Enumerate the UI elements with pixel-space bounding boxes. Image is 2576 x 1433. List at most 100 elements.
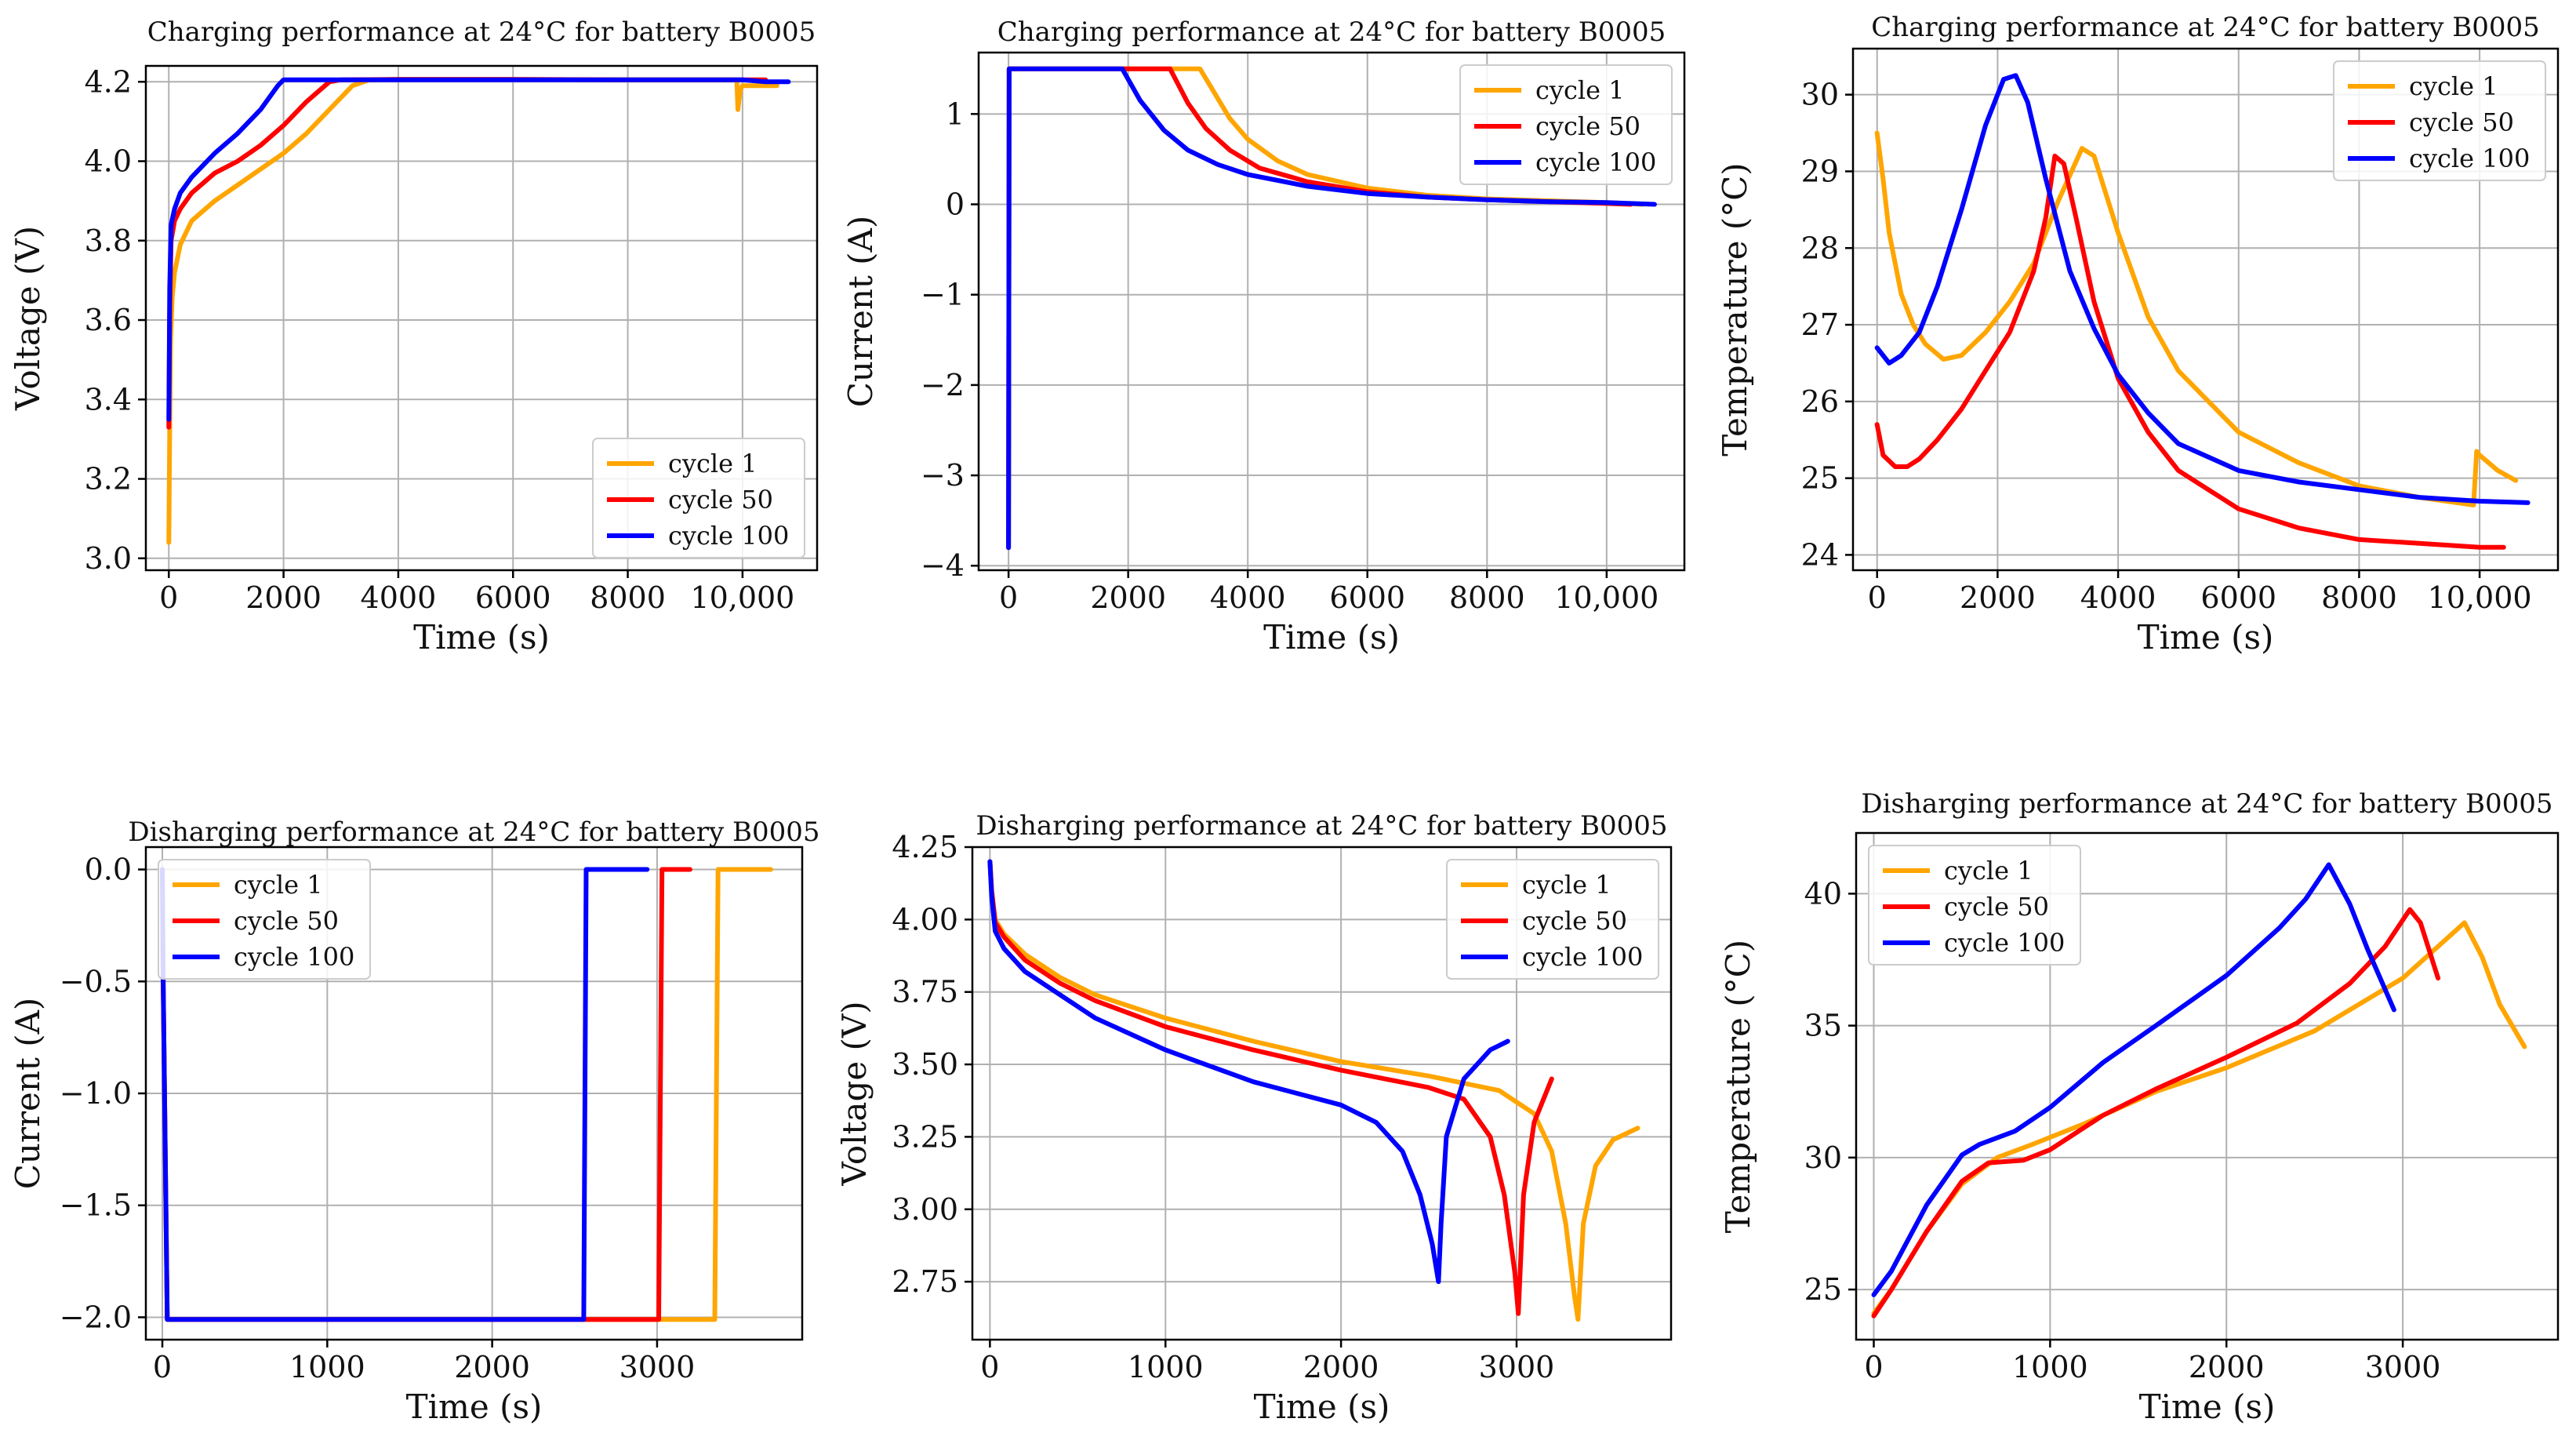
x-tick-label: 6000 [2200, 580, 2276, 615]
legend-label: cycle 50 [1535, 111, 1640, 141]
plot-area-frame [144, 64, 819, 572]
legend-label: cycle 1 [1522, 870, 1611, 900]
legend-label: cycle 1 [668, 449, 758, 478]
series-line-cycle-50 [1871, 907, 2441, 1318]
y-tick-label: 35 [1804, 1009, 1842, 1043]
y-tick-label: 3.25 [892, 1119, 958, 1154]
y-tick-label: 25 [1801, 461, 1839, 496]
legend-label: cycle 100 [234, 942, 354, 972]
legend-box [1446, 859, 1659, 980]
x-tick-label: 3000 [619, 1350, 696, 1384]
x-axis-label: Time (s) [406, 1388, 543, 1426]
y-axis-label: Temperature (°C) [1716, 162, 1754, 456]
y-tick-label: 3.50 [892, 1047, 958, 1082]
y-tick-label: −2.0 [60, 1300, 132, 1334]
x-tick-label: 0 [159, 580, 178, 615]
x-tick-label: 2000 [1960, 580, 2036, 615]
y-axis-label: Temperature (°C) [1719, 940, 1757, 1233]
series-line-cycle-100 [1871, 862, 2396, 1297]
y-tick-label: 30 [1804, 1140, 1842, 1175]
x-tick-label: 6000 [1329, 580, 1405, 615]
x-tick-label: 8000 [590, 580, 666, 615]
x-tick-label: 0 [999, 580, 1018, 615]
y-tick-label: 26 [1801, 384, 1839, 419]
legend-label: cycle 100 [2409, 144, 2530, 173]
x-tick-label: 10,000 [1554, 580, 1659, 615]
x-tick-label: 0 [980, 1350, 999, 1384]
y-tick-label: 4.2 [85, 64, 132, 99]
legend-label: cycle 50 [1944, 892, 2049, 922]
legend-label: cycle 50 [1522, 906, 1627, 936]
chart-title: Charging performance at 24°C for battery… [147, 16, 816, 48]
chart-title: Charging performance at 24°C for battery… [1871, 12, 2540, 43]
chart-title: Charging performance at 24°C for battery… [997, 16, 1666, 48]
y-tick-label: 0 [946, 187, 965, 222]
y-axis-label: Current (A) [9, 998, 47, 1190]
x-tick-label: 2000 [1090, 580, 1166, 615]
y-tick-label: 4.0 [85, 144, 132, 179]
series-line-cycle-1 [1874, 130, 2519, 507]
legend: cycle 1 cycle 50 cycle 100 [2333, 60, 2546, 181]
x-tick-label: 0 [153, 1350, 172, 1384]
series-line-cycle-50 [987, 859, 1554, 1316]
series-line-cycle-100 [166, 77, 791, 422]
legend: cycle 1 cycle 50 cycle 100 [592, 438, 805, 558]
legend: cycle 1 cycle 50 cycle 100 [1459, 64, 1673, 185]
y-tick-label: −3 [921, 458, 965, 493]
legend-box [1459, 64, 1673, 185]
x-tick-label: 4000 [361, 580, 437, 615]
x-axis-label: Time (s) [413, 618, 550, 656]
y-tick-label: 0.0 [85, 853, 132, 887]
legend-label: cycle 100 [1522, 942, 1643, 972]
legend-label: cycle 100 [1944, 928, 2065, 958]
series-line-cycle-1 [166, 77, 779, 545]
legend: cycle 1 cycle 50 cycle 100 [1446, 859, 1659, 980]
y-tick-label: 28 [1801, 231, 1839, 265]
chart-panel-5: 0 1000 2000 3000 2.75 3.00 3.25 3.50 3.75 4.00 4.2… [835, 810, 1673, 1426]
x-axis-label: Time (s) [2139, 1388, 2276, 1426]
y-tick-label: 25 [1804, 1272, 1842, 1307]
x-tick-label: 3000 [1479, 1350, 1555, 1384]
legend-label: cycle 50 [2409, 107, 2514, 137]
x-tick-label: 4000 [1210, 580, 1286, 615]
y-tick-label: 3.4 [85, 382, 132, 416]
y-tick-label: 2.75 [892, 1264, 958, 1299]
series-line-cycle-50 [166, 77, 768, 430]
y-tick-label: 3.00 [892, 1192, 958, 1227]
x-tick-label: 10,000 [690, 580, 794, 615]
plot-area-frame [1855, 831, 2560, 1341]
x-tick-label: 2000 [245, 580, 322, 615]
x-tick-label: 8000 [1449, 580, 1525, 615]
y-tick-label: 29 [1801, 154, 1839, 188]
legend-box [2333, 60, 2546, 181]
chart-title: Disharging performance at 24°C for batte… [1861, 788, 2552, 820]
y-tick-label: −1.5 [60, 1188, 132, 1223]
legend-label: cycle 1 [1944, 856, 2033, 886]
y-tick-label: 3.75 [892, 975, 958, 1009]
x-tick-label: 2000 [1303, 1350, 1379, 1384]
x-tick-label: 10,000 [2428, 580, 2532, 615]
x-tick-label: 3000 [2365, 1350, 2441, 1384]
chart-title: Disharging performance at 24°C for batte… [128, 817, 819, 848]
legend-label: cycle 1 [1535, 75, 1625, 105]
y-tick-label: 3.8 [85, 224, 132, 258]
legend-box [592, 438, 805, 558]
x-axis-label: Time (s) [1254, 1388, 1390, 1426]
y-tick-label: −4 [921, 548, 965, 583]
x-tick-label: 2000 [2189, 1350, 2265, 1384]
plot-area-frame [1851, 47, 2560, 572]
series-line-cycle-1 [1871, 920, 2527, 1316]
y-tick-label: 40 [1804, 876, 1842, 911]
y-tick-label: 1 [946, 96, 965, 131]
series-line-cycle-100 [1006, 66, 1657, 551]
x-tick-label: 1000 [1128, 1350, 1204, 1384]
y-tick-label: 3.2 [85, 462, 132, 496]
legend: cycle 1 cycle 50 cycle 100 [158, 859, 371, 980]
x-tick-label: 0 [1868, 580, 1887, 615]
chart-title: Disharging performance at 24°C for batte… [976, 810, 1667, 842]
y-tick-label: −1.0 [60, 1076, 132, 1111]
series-line-cycle-100 [1874, 73, 2531, 505]
x-tick-label: 1000 [2012, 1350, 2088, 1384]
chart-panel-2: 0 2000 4000 6000 8000 10,000 −4 −3 −2 −1 0 1 Chargin… [841, 16, 1686, 656]
plot-area-frame [971, 846, 1673, 1341]
